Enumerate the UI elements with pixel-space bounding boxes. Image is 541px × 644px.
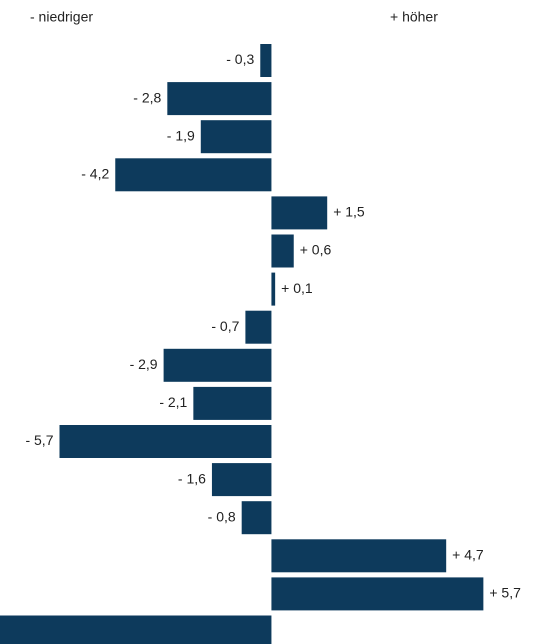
value-label: + 1,5 [333,204,365,220]
value-label: - 5,7 [25,432,53,448]
bar [163,348,272,382]
bar [193,386,272,420]
bar [271,577,484,611]
value-label: - 1,9 [167,127,195,143]
value-label: - 1,6 [178,470,206,486]
bar [115,158,272,192]
value-label: + 4,7 [452,547,484,563]
bar [211,463,272,497]
bar [260,44,272,77]
value-label: + 0,6 [300,242,332,258]
bar [271,234,294,268]
value-label: - 0,7 [211,318,239,334]
value-label: - 2,8 [133,89,161,105]
value-label: + 5,7 [489,585,521,601]
bar [271,272,276,306]
bar [245,310,272,344]
left-label: - niedriger [30,9,93,25]
bar [0,615,272,644]
value-label: - 2,1 [159,394,187,410]
value-label: + 0,1 [281,280,313,296]
bar [241,501,272,535]
value-label: - 2,9 [130,356,158,372]
right-label: + höher [390,9,438,25]
value-label: - 0,8 [208,508,236,524]
value-label: - 4,2 [81,166,109,182]
bar [200,120,272,154]
bar [59,425,272,458]
bar [271,196,328,230]
value-label: - 0,3 [226,51,254,67]
bar [167,82,272,116]
bar [271,539,447,573]
